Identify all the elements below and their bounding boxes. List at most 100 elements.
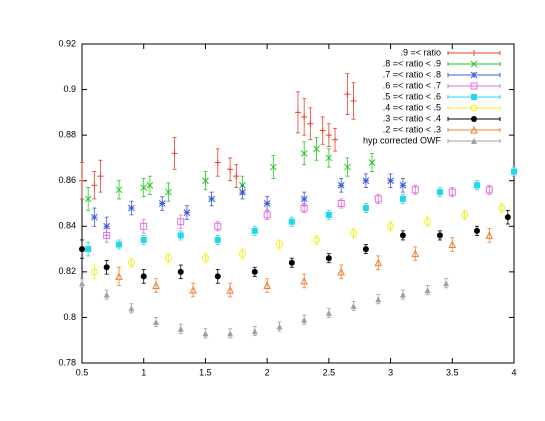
data-point: [165, 182, 172, 202]
marker: [238, 250, 246, 258]
data-point: [177, 214, 185, 229]
data-point: [158, 196, 166, 211]
marker-stroke: [387, 177, 394, 185]
data-point: [115, 266, 123, 286]
marker: [128, 305, 135, 312]
legend-sample: [447, 60, 501, 68]
marker: [337, 200, 345, 207]
marker-stroke: [140, 184, 148, 191]
data-point: [301, 98, 308, 136]
data-point: [424, 285, 431, 296]
marker: [485, 231, 494, 239]
marker-stroke: [165, 188, 172, 196]
data-point: [140, 178, 148, 198]
marker: [362, 205, 369, 212]
data-point: [140, 234, 147, 245]
data-point: [325, 253, 332, 264]
data-point: [140, 219, 148, 234]
legend-label: .3 =< ratio < .4: [383, 113, 441, 123]
marker: [202, 330, 209, 337]
marker: [214, 236, 221, 243]
data-point: [263, 209, 271, 220]
marker-stroke: [337, 181, 345, 189]
marker: [470, 104, 478, 112]
data-point: [301, 314, 308, 325]
marker: [300, 276, 308, 285]
data-point: [79, 162, 85, 200]
data-point: [288, 257, 295, 268]
data-point: [448, 187, 456, 198]
legend-sample: [447, 50, 501, 56]
x-tick-label: 2: [265, 367, 270, 377]
data-point: [288, 216, 295, 227]
marker: [275, 241, 283, 249]
x-tick-label: 1.5: [199, 367, 212, 377]
data-point: [436, 230, 443, 241]
marker: [301, 316, 308, 323]
marker: [399, 195, 406, 202]
marker: [189, 285, 197, 294]
marker: [374, 195, 382, 203]
data-point: [183, 205, 191, 220]
y-tick-label: 0.9: [63, 84, 76, 94]
data-point: [79, 239, 85, 259]
marker: [177, 325, 184, 332]
marker: [424, 218, 432, 226]
legend-sample: [447, 116, 501, 122]
data-point: [127, 257, 135, 268]
marker: [115, 272, 123, 280]
data-point: [116, 239, 123, 250]
data-point: [399, 193, 406, 204]
data-point: [350, 228, 358, 239]
data-point: [307, 107, 314, 141]
marker: [411, 249, 420, 258]
marker: [251, 227, 258, 234]
data-point: [251, 326, 258, 337]
marker: [177, 232, 184, 239]
data-point: [325, 209, 332, 220]
marker: [399, 232, 406, 239]
data-point: [128, 303, 135, 314]
data-point: [171, 137, 178, 170]
y-tick-label: 0.88: [58, 130, 76, 140]
marker-stroke: [115, 186, 123, 194]
x-tick-label: 1: [141, 367, 146, 377]
data-point: [498, 203, 506, 214]
marker: [164, 254, 172, 262]
data-point: [238, 248, 246, 259]
marker: [387, 222, 395, 230]
data-point: [337, 264, 346, 280]
data-point: [263, 278, 271, 293]
x-tick-label: 0.5: [76, 367, 89, 377]
data-point: [313, 137, 320, 161]
marker-stroke: [470, 60, 478, 68]
marker: [251, 268, 258, 275]
marker: [263, 281, 271, 290]
marker: [325, 255, 332, 262]
marker: [127, 259, 135, 267]
marker: [350, 229, 358, 237]
data-point: [350, 82, 357, 120]
marker-stroke: [470, 71, 478, 79]
marker: [152, 281, 160, 290]
marker-stroke: [300, 150, 308, 157]
data-point: [189, 282, 197, 298]
marker: [116, 241, 123, 248]
data-point: [201, 253, 209, 264]
marker: [276, 323, 283, 330]
data-point: [251, 225, 258, 236]
data-point: [473, 225, 480, 236]
data-point: [295, 91, 301, 134]
data-point: [140, 269, 147, 284]
data-point: [362, 244, 369, 255]
marker-stroke: [399, 181, 407, 189]
data-point: [399, 289, 406, 300]
marker-stroke: [325, 154, 333, 162]
data-point: [374, 255, 383, 270]
data-point: [511, 166, 517, 177]
marker-stroke: [128, 204, 135, 212]
data-point: [300, 273, 308, 289]
legend-sample: [447, 104, 501, 112]
data-point: [208, 191, 215, 207]
